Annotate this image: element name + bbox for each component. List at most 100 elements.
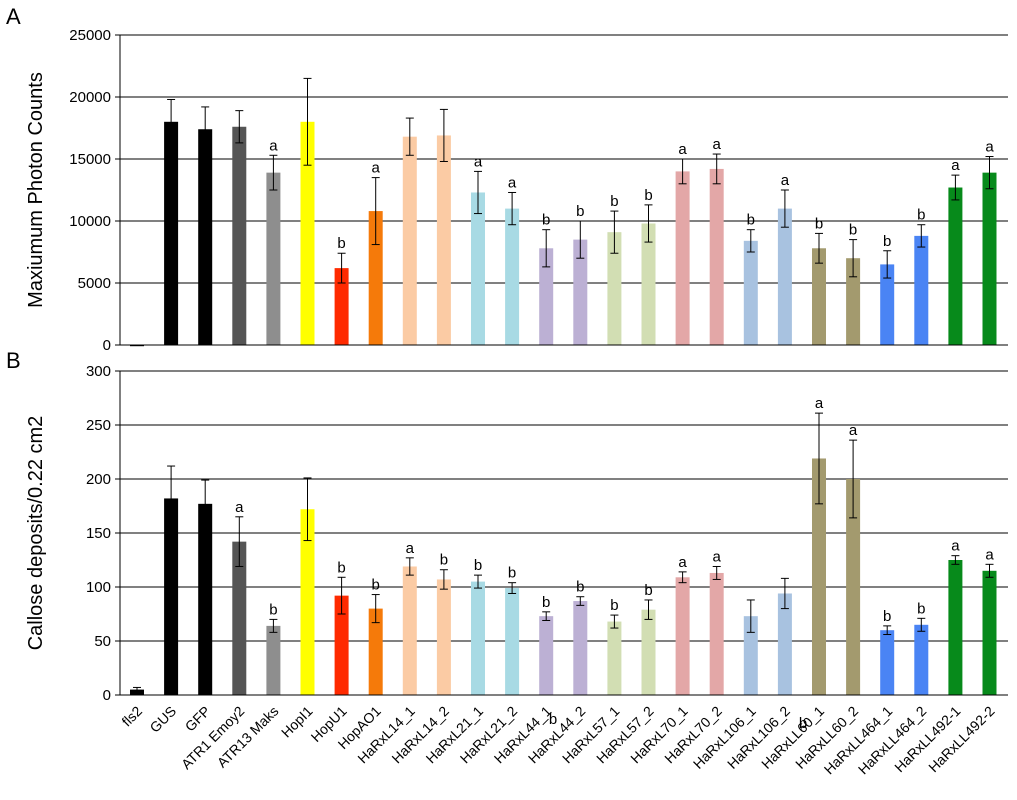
bar-b-16 (641, 609, 656, 695)
bar-a-1 (130, 345, 144, 347)
bar-a-22 (846, 258, 861, 345)
significance-label-b-22: a (849, 422, 858, 439)
bar-b-8 (368, 608, 383, 695)
panel-a-y-axis-label: Maxiumum Photon Counts (25, 72, 47, 308)
bar-b-11 (471, 581, 485, 695)
bar-b-13 (539, 616, 554, 695)
bar-b-4 (232, 541, 247, 695)
y-tick-label: 100 (86, 579, 111, 596)
bar-b-7 (334, 595, 349, 695)
panel-a-gridlines (120, 34, 1008, 284)
significance-label-a-21: b (815, 215, 823, 232)
bar-a-3 (198, 129, 213, 345)
bar-a-12 (505, 208, 520, 345)
panel-a-significance-labels: a b a a a b b b b a a b a b b b b a a (269, 136, 994, 252)
bar-b-23 (880, 630, 895, 695)
significance-label-b-14: b (576, 579, 584, 596)
significance-label-b-23: b (883, 608, 891, 625)
bar-b-2 (164, 498, 179, 695)
significance-label-b-16: b (644, 582, 652, 599)
bar-a-18 (709, 168, 724, 345)
bar-a-6 (300, 121, 315, 345)
significance-label-a-14: b (576, 203, 584, 220)
significance-label-a-19: b (747, 212, 755, 229)
bar-a-19 (743, 240, 758, 345)
significance-label-b-4: a (235, 499, 244, 516)
bar-b-19 (743, 616, 758, 695)
significance-label-b-11: b (474, 557, 482, 574)
significance-label-a-16: b (644, 187, 652, 204)
significance-label-b-7: b (337, 559, 345, 576)
bar-a-24 (914, 235, 929, 345)
y-tick-label: 25000 (69, 27, 111, 44)
significance-label-b-17: a (678, 554, 687, 571)
bar-a-16 (641, 223, 656, 345)
x-tick-label-1: fls2 (118, 703, 145, 730)
bar-b-26 (982, 570, 997, 695)
significance-label-a-24: b (917, 207, 925, 224)
bar-a-17 (675, 171, 690, 345)
stray-label-b-2: b (799, 715, 807, 732)
significance-label-b-10: b (440, 552, 448, 569)
bar-a-23 (880, 264, 895, 345)
bar-b-12 (505, 588, 520, 695)
panel-b-error-bars (133, 412, 994, 693)
bar-a-4 (232, 126, 247, 345)
stray-label-b-1: b (549, 711, 557, 728)
bar-b-21 (812, 458, 826, 695)
bar-a-7 (334, 268, 349, 345)
panel-b-y-axis-label: Callose deposits/0.22 cm2 (25, 416, 47, 651)
bar-a-2 (164, 121, 179, 345)
x-tick-label-2: GUS (146, 703, 179, 736)
bar-b-18 (709, 572, 724, 695)
bar-a-21 (812, 248, 826, 345)
bar-b-14 (573, 601, 588, 695)
panel-b-gridlines (120, 370, 1008, 642)
bar-b-15 (607, 621, 622, 695)
bar-a-9 (402, 136, 417, 345)
bar-b-10 (436, 579, 451, 695)
bar-b-25 (948, 560, 963, 695)
panel-a: A Maxiumum Photon Counts 0 5000 10000 15000… (6, 4, 1008, 354)
significance-label-b-12: b (508, 565, 516, 582)
bar-b-3 (198, 503, 213, 695)
bar-b-6 (300, 509, 315, 695)
y-tick-label: 250 (86, 417, 111, 434)
y-tick-label: 200 (86, 471, 111, 488)
panel-b-significance-labels: a b b b a b b b b b b b a a a a b b a a (235, 395, 994, 625)
bar-b-5 (266, 625, 281, 695)
significance-label-b-9: a (406, 540, 415, 557)
bar-b-20 (777, 593, 792, 695)
bar-a-15 (607, 232, 622, 345)
significance-label-b-25: a (951, 538, 960, 555)
y-tick-label: 20000 (69, 89, 111, 106)
panel-b-letter: B (6, 348, 21, 373)
y-tick-label: 0 (103, 337, 111, 354)
y-tick-label: 10000 (69, 213, 111, 230)
bar-b-22 (846, 479, 861, 695)
panel-a-bars (130, 121, 997, 347)
y-tick-label: 15000 (69, 151, 111, 168)
significance-label-b-15: b (610, 597, 618, 614)
bar-b-9 (402, 566, 417, 695)
significance-label-a-7: b (337, 235, 345, 252)
bar-a-10 (436, 135, 451, 345)
y-tick-label: 0 (103, 687, 111, 704)
significance-label-a-15: b (610, 193, 618, 210)
bar-b-1 (130, 689, 144, 695)
significance-label-b-21: a (815, 395, 824, 412)
significance-label-b-26: a (985, 546, 994, 563)
panel-a-error-bars (167, 77, 994, 284)
bar-a-14 (573, 239, 588, 345)
y-tick-label: 300 (86, 363, 111, 380)
bar-a-5 (266, 172, 281, 345)
significance-label-b-13: b (542, 594, 550, 611)
significance-label-b-24: b (917, 600, 925, 617)
y-tick-label: 150 (86, 525, 111, 542)
significance-label-a-12: a (508, 174, 517, 191)
significance-label-b-18: a (713, 548, 722, 565)
y-tick-label: 5000 (78, 275, 111, 292)
significance-label-a-11: a (474, 153, 483, 170)
bar-a-20 (777, 208, 792, 345)
